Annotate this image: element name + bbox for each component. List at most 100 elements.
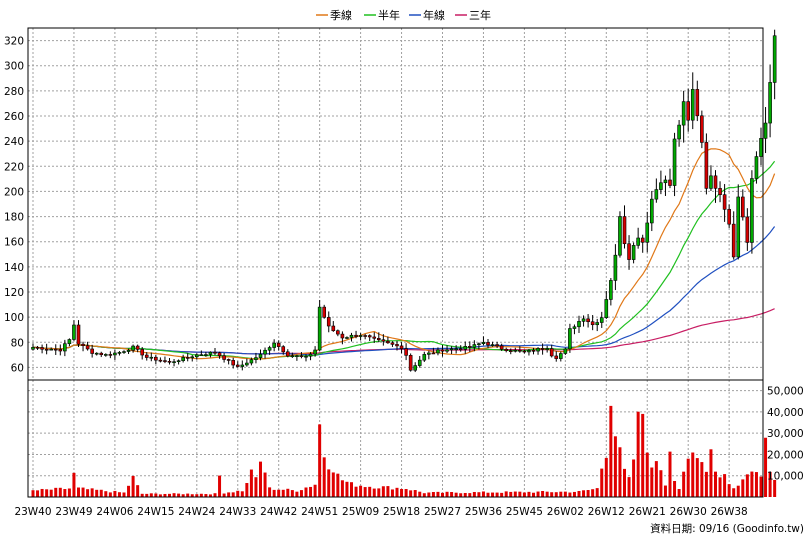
volume-bar	[732, 488, 736, 497]
candle-body	[113, 352, 117, 356]
volume-bar	[714, 471, 717, 497]
x-tick-label: 24W24	[178, 506, 215, 518]
candle-body	[504, 348, 509, 351]
volume-bar	[627, 477, 631, 497]
candle-body	[372, 336, 377, 339]
x-tick-label: 23W49	[55, 506, 92, 518]
candle-body	[322, 306, 327, 318]
candle-body	[463, 346, 468, 350]
candle-body	[172, 361, 176, 363]
candle-body	[467, 346, 472, 348]
volume-bar	[431, 492, 435, 497]
candle-body	[263, 349, 267, 355]
candle-body	[499, 345, 504, 350]
candle-body	[81, 343, 85, 346]
candle-body	[104, 354, 108, 356]
price-tick-label: 60	[11, 362, 24, 374]
price-tick-label: 200	[4, 186, 24, 198]
candle-body	[154, 356, 158, 361]
x-tick-label: 26W12	[588, 506, 625, 518]
volume-bar	[491, 492, 495, 497]
candle-body	[199, 354, 204, 356]
moving-average-lines	[32, 148, 776, 360]
volume-bar	[686, 458, 690, 497]
volume-bar	[377, 488, 381, 497]
volume-bar	[445, 491, 449, 497]
volume-bar	[450, 492, 454, 497]
candle-body	[231, 360, 235, 366]
candle-body	[254, 357, 258, 360]
volume-bar	[582, 490, 586, 497]
candle-body	[677, 124, 681, 140]
candle-body	[422, 354, 427, 361]
volume-bar	[436, 491, 440, 497]
volume-tick-label: 40,000	[767, 407, 804, 419]
volume-bar	[158, 494, 162, 497]
volume-bar	[682, 471, 686, 497]
volume-bar	[400, 489, 404, 497]
legend-item-half: 半年	[364, 8, 400, 22]
candle-body	[226, 359, 231, 361]
candle-body	[477, 343, 481, 346]
volume-bar	[659, 470, 663, 497]
volume-bar	[673, 480, 677, 497]
legend-item-3year: 三年	[455, 8, 491, 22]
volume-bar	[181, 494, 185, 497]
volume-bar	[618, 447, 622, 497]
volume-bar	[340, 480, 344, 497]
volume-bar	[154, 493, 158, 497]
volume-bar	[299, 490, 303, 497]
candle-body	[290, 355, 295, 358]
candle-body	[35, 347, 40, 349]
candle-body	[122, 351, 126, 353]
candle-body	[581, 318, 586, 322]
volume-bar	[359, 485, 363, 497]
legend-label-quarter: 季線	[330, 8, 352, 22]
volume-panel-frame	[27, 379, 764, 498]
candle-body	[508, 350, 513, 352]
volume-bar	[541, 490, 545, 497]
candle-body	[759, 138, 763, 157]
volume-bar	[322, 457, 326, 497]
volume-bar	[208, 494, 212, 497]
legend-label-half: 半年	[378, 8, 400, 22]
volume-bar	[409, 490, 413, 497]
volume-bar	[127, 485, 131, 497]
candle-body	[754, 156, 759, 179]
volume-bar	[354, 486, 358, 497]
ma-line-quarter	[32, 148, 776, 360]
volume-bar	[404, 489, 408, 497]
candle-body	[536, 348, 540, 352]
candle-body	[495, 344, 499, 347]
candle-body	[326, 317, 331, 327]
candle-body	[131, 345, 135, 351]
volume-tick-label: 30,000	[767, 428, 804, 440]
candle-body	[281, 346, 286, 353]
x-tick-label: 24W42	[260, 506, 297, 518]
candle-body	[445, 349, 449, 352]
volume-bar	[240, 491, 244, 497]
candle-body	[722, 194, 727, 210]
volume-bar	[213, 493, 217, 497]
price-tick-label: 100	[4, 312, 24, 324]
candle-body	[736, 196, 741, 258]
candle-body	[67, 339, 72, 344]
candle-body	[431, 352, 436, 355]
volume-bar	[277, 489, 281, 497]
volume-bar	[172, 493, 176, 497]
candle-body	[285, 351, 290, 357]
candle-body	[472, 344, 477, 348]
candle-body	[513, 349, 518, 352]
volume-bar	[108, 492, 112, 497]
candle-body	[235, 364, 240, 367]
candle-body	[590, 321, 595, 326]
volume-bar	[709, 449, 713, 497]
volume-bar	[31, 490, 35, 497]
candle-body	[668, 179, 672, 186]
volume-bar	[168, 493, 171, 497]
volume-bar	[468, 493, 472, 497]
candle-body	[663, 179, 668, 184]
candle-body	[149, 356, 154, 359]
volume-bar	[199, 493, 203, 497]
